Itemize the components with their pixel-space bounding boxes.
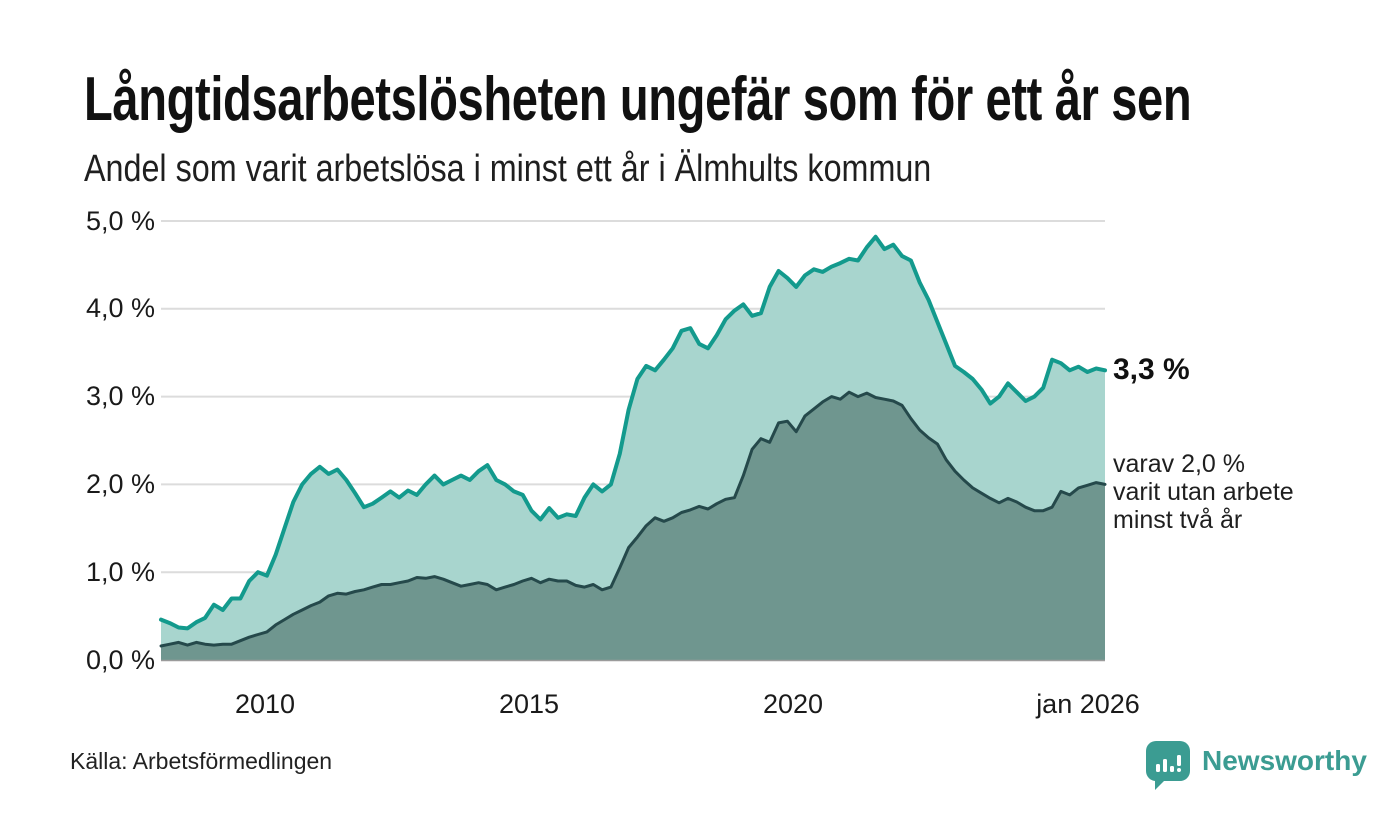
- source-note: Källa: Arbetsförmedlingen: [70, 748, 333, 774]
- logo-bar-1: [1155, 764, 1160, 772]
- logo-bar-2: [1162, 759, 1167, 772]
- y-tick-4: 4,0 %: [85, 293, 155, 323]
- two-year-note-label: varav 2,0 % varit utan arbete minst två …: [1113, 450, 1294, 534]
- x-tick-jan-2026: jan 2026: [1036, 689, 1140, 719]
- y-tick-3: 3,0 %: [85, 381, 155, 411]
- x-tick-2010: 2010: [234, 689, 296, 719]
- page-title: Långtidsarbetslösheten ungefär som för e…: [84, 65, 1192, 134]
- x-tick-2015: 2015: [498, 689, 560, 719]
- logo-bar-3: [1169, 766, 1174, 772]
- newsworthy-logo-icon: [1146, 741, 1190, 790]
- page-subtitle: Andel som varit arbetslösa i minst ett å…: [84, 148, 932, 190]
- series-line-two-years: [159, 390, 1107, 648]
- y-tick-1: 1,0 %: [85, 557, 155, 587]
- newsworthy-logo-text: Newsworthy: [1202, 745, 1367, 776]
- latest-value-label: 3,3 %: [1113, 353, 1190, 386]
- x-tick-2020: 2020: [762, 689, 824, 719]
- y-tick-0: 0,0 %: [85, 645, 155, 675]
- series-line-total: [159, 234, 1107, 631]
- logo-exclamation: [1176, 755, 1181, 772]
- speech-bubble-tail: [1155, 779, 1166, 790]
- series-area-two-years: [161, 392, 1105, 660]
- y-tick-2: 2,0 %: [85, 469, 155, 499]
- y-tick-5: 5,0 %: [85, 206, 155, 236]
